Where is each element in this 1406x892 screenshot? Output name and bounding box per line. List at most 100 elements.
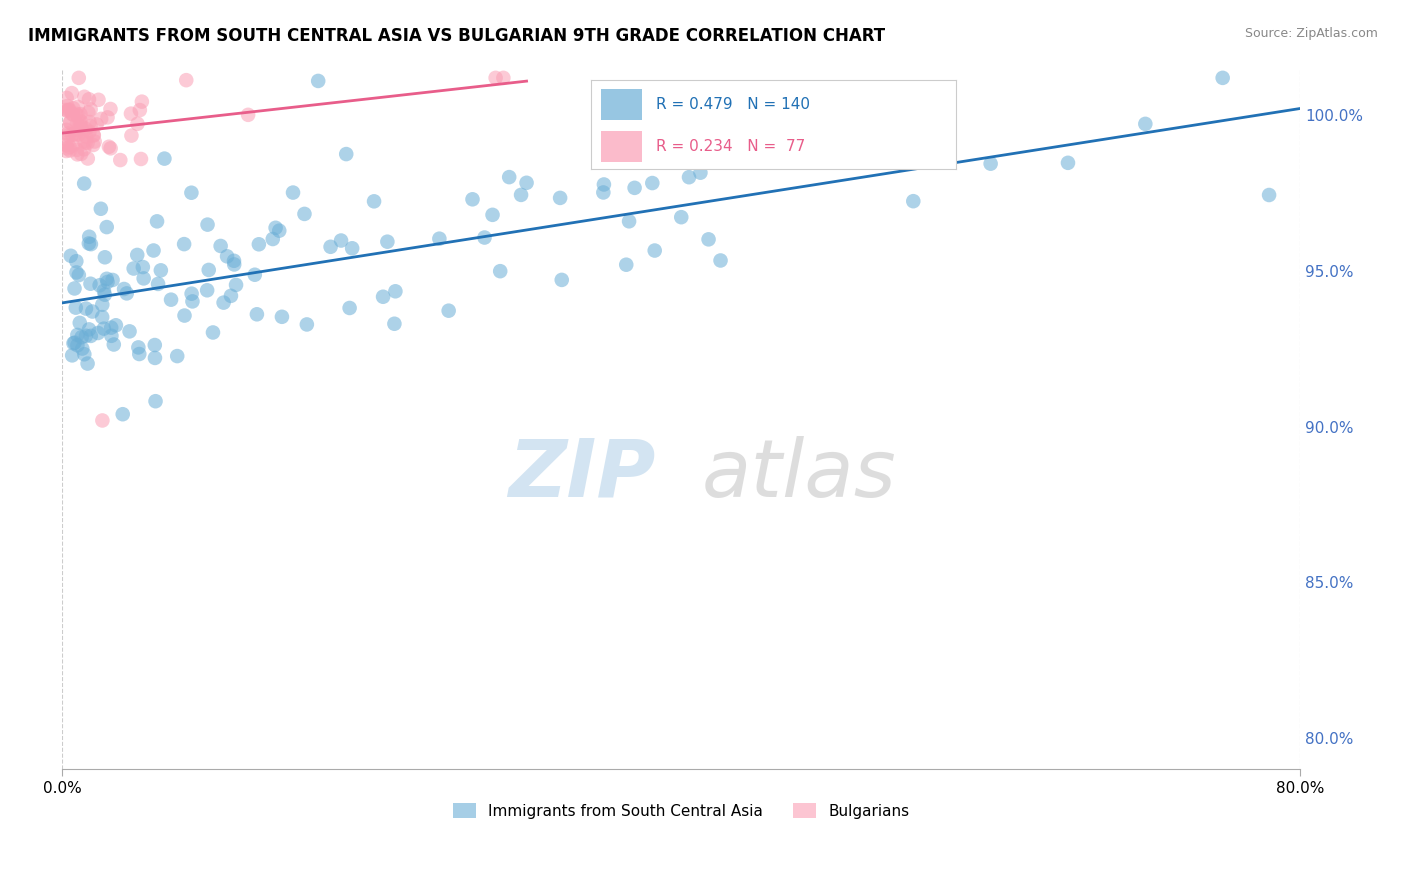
Point [80,329,103,343]
Point [73,347,96,361]
Point [281,186,304,200]
Point [1135,117,1157,131]
Point [63,127,86,141]
Point [63,281,86,295]
Point [474,230,496,244]
Point [70,330,93,344]
Point [65,254,87,268]
Point [82,128,104,142]
Point [225,277,247,292]
Point [73,177,96,191]
Point [96,275,118,289]
Point [79,115,101,129]
Point [62,138,84,153]
Point [1212,70,1234,85]
Point [243,268,266,282]
Point [77,229,100,244]
Point [120,128,142,143]
Point [593,178,616,192]
Point [75,122,97,136]
Point [55,123,77,137]
Point [427,232,450,246]
Point [56,127,79,141]
Point [122,261,145,276]
Point [623,181,645,195]
Point [67,109,90,123]
Point [307,74,329,88]
Point [111,407,134,421]
Point [160,293,183,307]
Point [115,286,138,301]
Point [66,338,89,352]
Point [55,138,77,153]
Point [212,295,235,310]
Point [201,326,224,340]
Point [66,143,89,157]
Point [83,128,105,143]
Point [72,342,94,356]
Point [56,136,79,150]
Point [90,202,112,216]
Point [903,194,925,209]
Point [678,170,700,185]
Point [100,328,122,343]
Text: atlas: atlas [702,436,896,514]
Point [90,112,112,126]
Point [70,147,93,161]
Point [295,318,318,332]
Point [58,103,80,117]
Point [142,244,165,258]
Point [217,249,239,263]
Point [67,128,90,142]
Point [153,152,176,166]
Point [180,286,202,301]
Point [55,103,77,118]
Point [149,263,172,277]
Point [128,347,150,361]
Point [58,103,80,117]
Point [1258,188,1281,202]
Point [551,273,574,287]
Point [492,70,515,85]
Point [236,108,259,122]
Text: ZIP: ZIP [509,436,657,514]
Point [246,307,269,321]
Point [437,303,460,318]
Point [143,351,166,365]
Point [127,117,149,131]
Point [76,152,98,166]
Point [689,166,711,180]
Point [75,301,97,316]
Point [330,234,353,248]
Point [66,147,89,161]
Point [146,277,169,291]
Point [60,348,83,362]
Point [363,194,385,209]
Point [55,144,77,158]
FancyBboxPatch shape [602,131,641,162]
Point [70,122,93,136]
Point [1057,156,1080,170]
Point [384,317,406,331]
Point [485,70,508,85]
Point [264,220,287,235]
Point [340,241,363,255]
Point [112,282,135,296]
Point [335,147,357,161]
Point [79,119,101,133]
Point [224,257,246,271]
Point [56,141,79,155]
Point [63,335,86,350]
Point [143,338,166,352]
Point [614,258,637,272]
Point [56,99,79,113]
Point [101,273,124,287]
Point [77,105,100,120]
Point [384,285,406,299]
Point [489,264,512,278]
Point [97,140,120,154]
Point [96,272,118,286]
Point [132,260,155,274]
Point [118,324,141,338]
Point [77,322,100,336]
